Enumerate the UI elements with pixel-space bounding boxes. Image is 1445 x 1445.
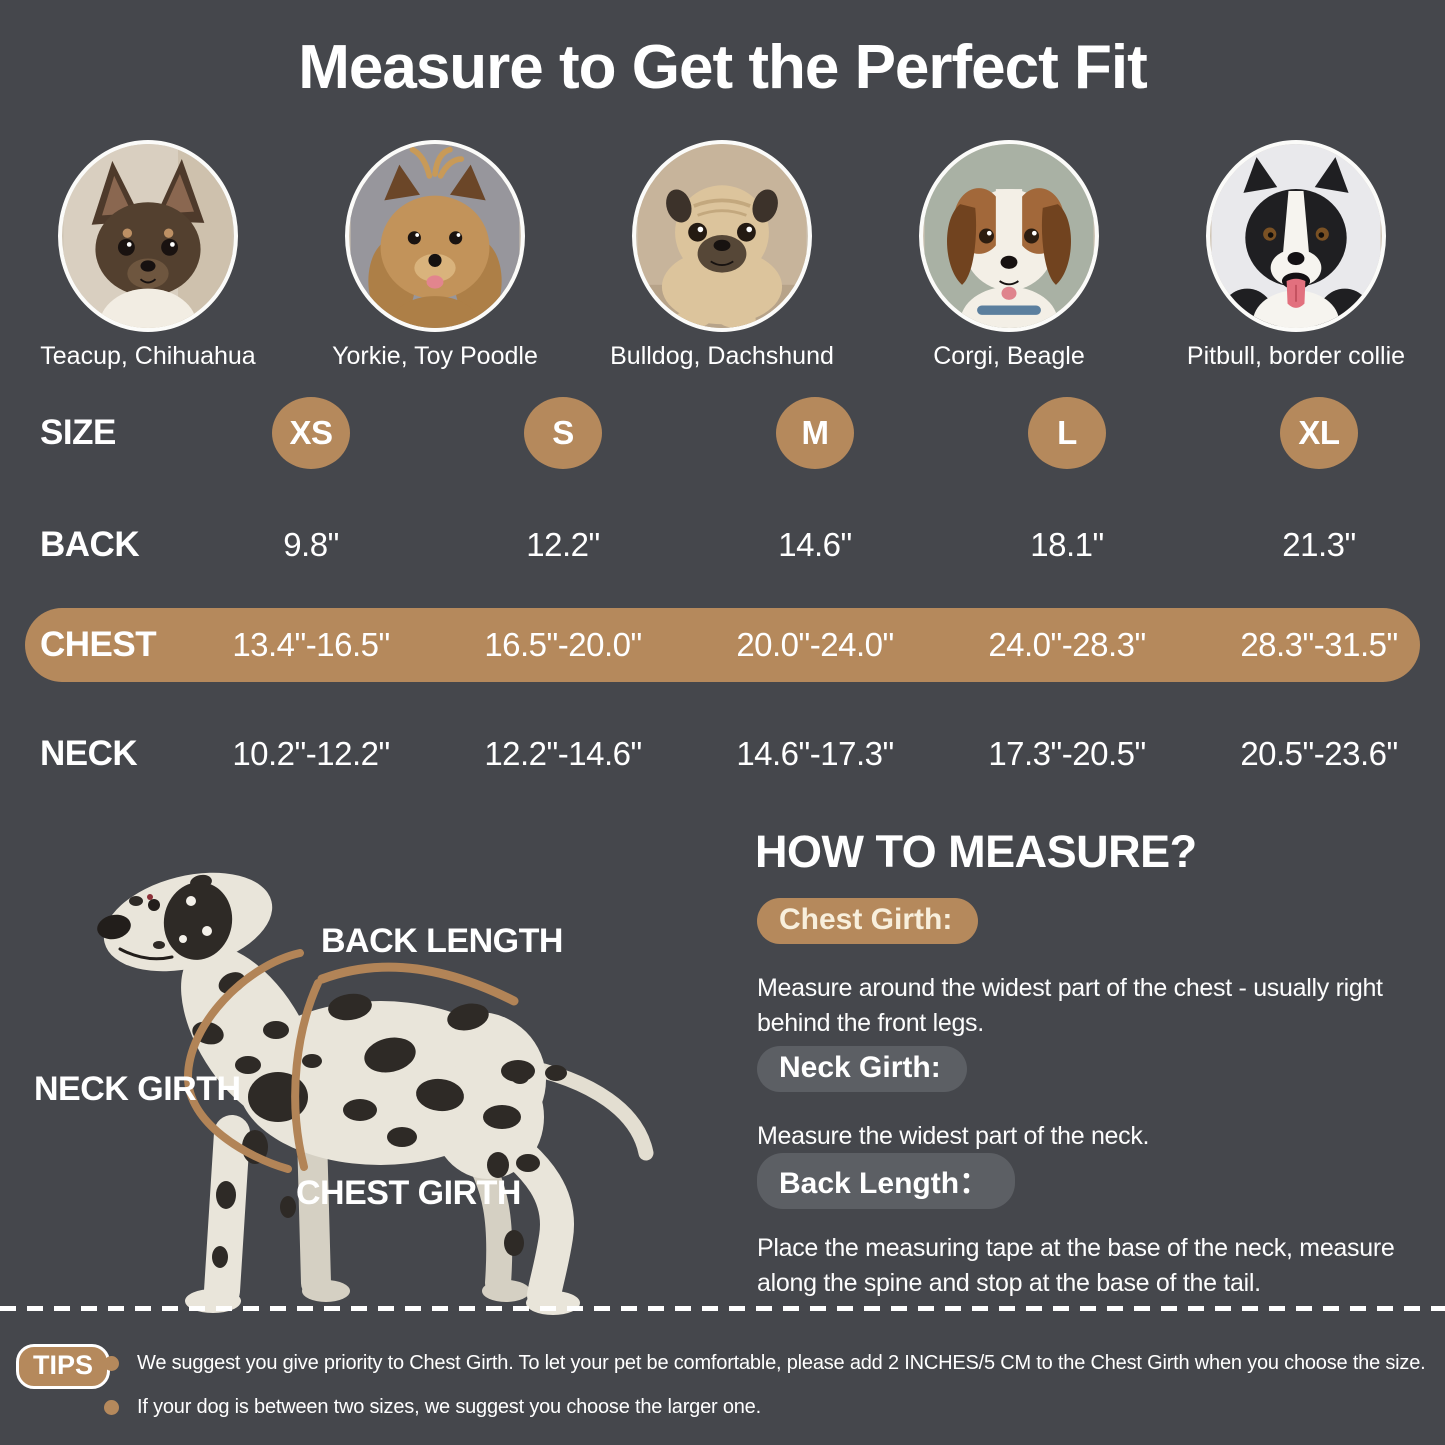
table-row-back: BACK 9.8" 12.2" 14.6" 18.1" 21.3" [0,509,1445,581]
back-value-xl: 21.3" [1282,526,1356,563]
neck-value-l: 17.3"-20.5" [988,735,1146,772]
chest-value-m: 20.0"-24.0" [736,626,894,663]
row-label-neck: NECK [40,734,138,773]
back-length-tape [317,962,519,1006]
tip-text-2: If your dog is between two sizes, we sug… [137,1396,761,1418]
tips-badge: TIPS [16,1344,111,1389]
tip-item-1: We suggest you give priority to Chest Gi… [104,1352,1426,1375]
breed-label-1: Teacup, Chihuahua [40,342,256,370]
chest-girth-badge: Chest Girth: [757,898,979,944]
neck-value-s: 12.2"-14.6" [484,735,642,772]
size-badge-l: L [1028,397,1106,469]
yorkie-illustration [350,144,520,328]
chest-row-highlight-band [25,608,1420,682]
chest-value-xs: 13.4"-16.5" [232,626,390,663]
chihuahua-photo [58,140,238,332]
chest-girth-tape [291,979,322,1171]
chest-value-s: 16.5"-20.0" [484,626,642,663]
back-length-badge: Back Length： [757,1153,1016,1209]
how-to-measure-heading: HOW TO MEASURE? [755,826,1197,877]
chihuahua-illustration [63,144,233,328]
neck-value-xl: 20.5"-23.6" [1240,735,1398,772]
table-row-size: SIZE XS S M L XL [0,397,1445,469]
neck-girth-tape [183,949,304,1173]
dashed-separator [0,1306,1445,1311]
breed-label-3: Bulldog, Dachshund [610,342,834,370]
size-badge-m: M [776,397,854,469]
row-label-back: BACK [40,525,140,564]
beagle-illustration [924,144,1094,328]
back-value-s: 12.2" [526,526,600,563]
pug-photo [632,140,812,332]
size-badge-s: S [524,397,602,469]
back-length-text: Place the measuring tape at the base of … [757,1234,1395,1297]
back-value-m: 14.6" [778,526,852,563]
breed-label-2: Yorkie, Toy Poodle [332,342,538,370]
table-row-neck: NECK 10.2"-12.2" 12.2"-14.6" 14.6"-17.3"… [0,718,1445,790]
size-badge-xs: XS [272,397,350,469]
tip-item-2: If your dog is between two sizes, we sug… [104,1396,761,1419]
row-label-size: SIZE [40,413,116,452]
back-value-xs: 9.8" [283,526,339,563]
bullet-dot-icon [104,1356,119,1371]
breed-label-4: Corgi, Beagle [933,342,1085,370]
page-title: Measure to Get the Perfect Fit [298,33,1148,102]
table-row-chest: CHEST 13.4"-16.5" 16.5"-20.0" 20.0"-24.0… [0,609,1445,681]
tip-text-1: We suggest you give priority to Chest Gi… [137,1352,1426,1374]
neck-girth-badge: Neck Girth: [757,1046,967,1092]
neck-girth-label: NECK GIRTH [34,1070,241,1108]
chest-girth-label: CHEST GIRTH [296,1174,521,1212]
neck-value-m: 14.6"-17.3" [736,735,894,772]
bullet-dot-icon [104,1400,119,1415]
back-length-label: BACK LENGTH [321,922,563,960]
dalmatian-measure-diagram [97,872,654,1315]
border-collie-illustration [1211,144,1381,328]
neck-value-xs: 10.2"-12.2" [232,735,390,772]
neck-girth-text: Measure the widest part of the neck. [757,1122,1150,1150]
beagle-photo [919,140,1099,332]
chest-girth-text: Measure around the widest part of the ch… [757,974,1383,1037]
yorkie-photo [345,140,525,332]
border-collie-photo [1206,140,1386,332]
chest-value-l: 24.0"-28.3" [988,626,1146,663]
size-badge-xl: XL [1280,397,1358,469]
breed-label-5: Pitbull, border collie [1186,342,1406,370]
chest-value-xl: 28.3"-31.5" [1240,626,1398,663]
back-value-l: 18.1" [1030,526,1104,563]
pug-illustration [637,144,807,328]
row-label-chest: CHEST [40,625,157,664]
